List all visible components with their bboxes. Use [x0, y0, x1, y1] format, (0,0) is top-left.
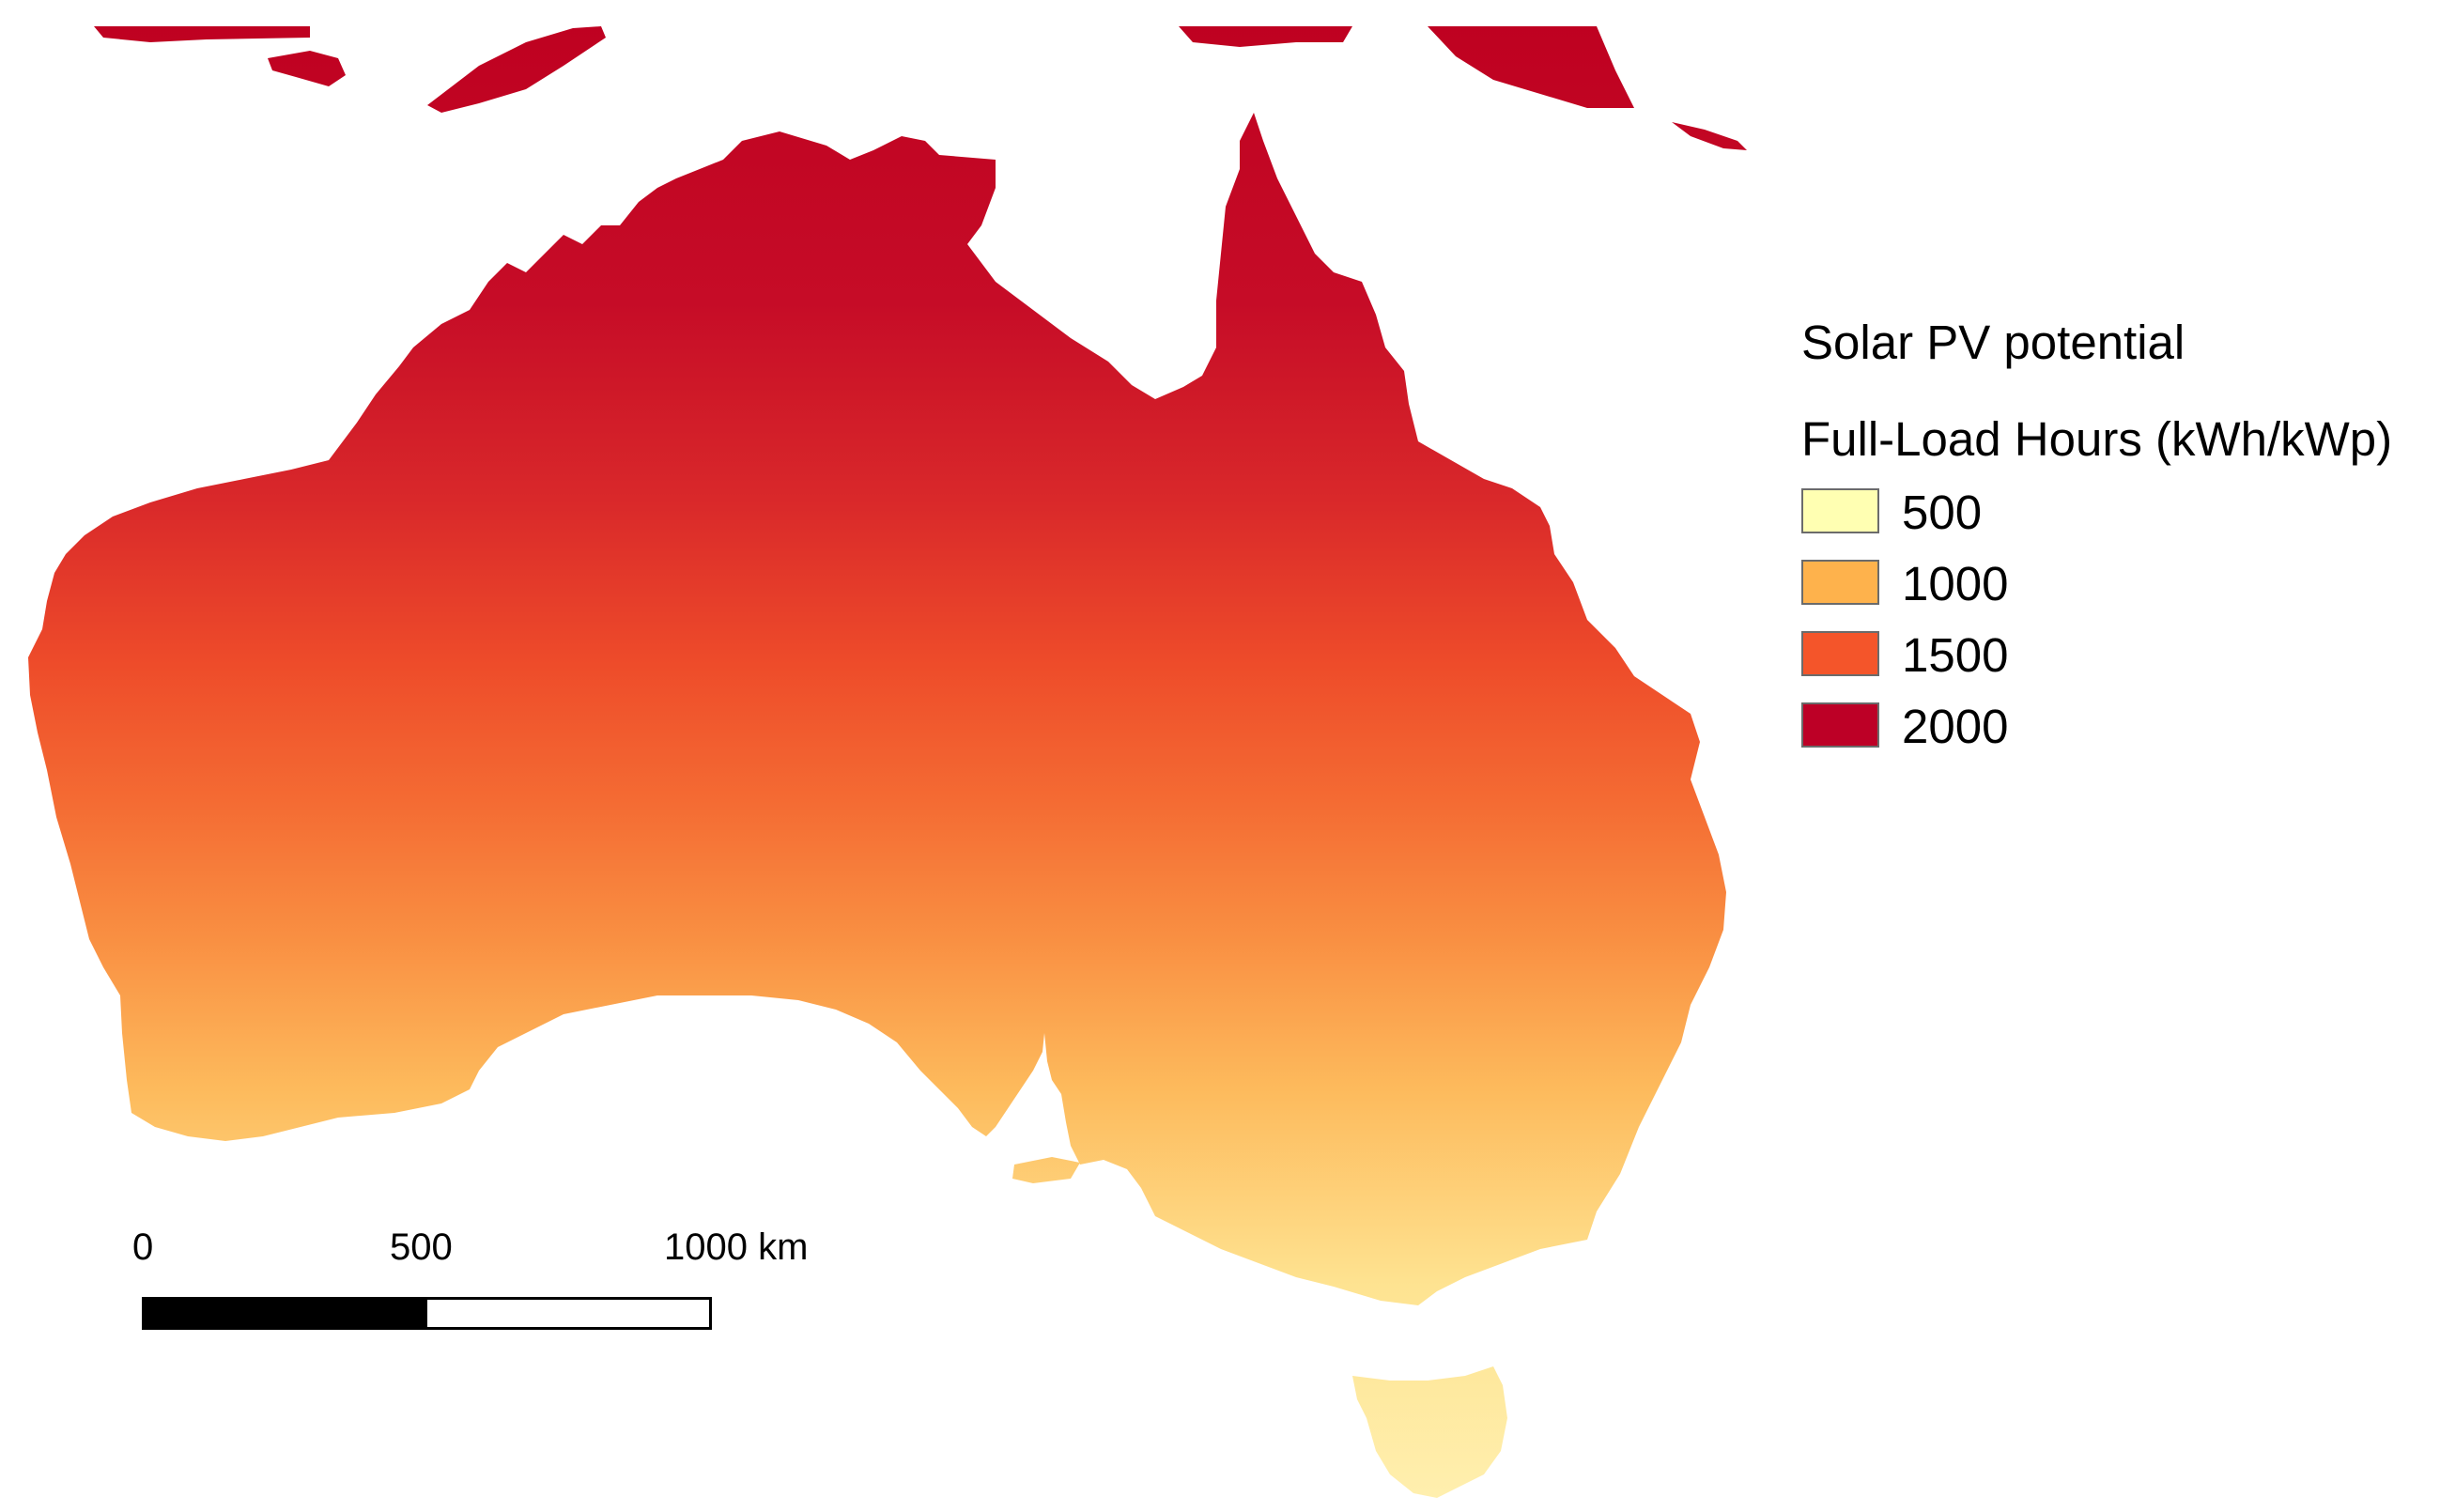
australia-mainland	[28, 113, 1726, 1305]
legend-label-500: 500	[1902, 486, 1983, 539]
island-timor-west	[94, 26, 310, 42]
legend-label-1500: 1500	[1902, 628, 2009, 682]
legend-swatch-1500	[1801, 631, 1879, 676]
scale-bar-segment-white	[426, 1300, 709, 1327]
kangaroo-island	[1012, 1157, 1080, 1183]
island-new-guinea-east	[1428, 26, 1634, 108]
legend-label-2000: 2000	[1902, 700, 2009, 753]
island-solomon	[1672, 122, 1747, 150]
legend-title: Solar PV potential	[1801, 316, 2185, 369]
scale-label-500: 500	[390, 1227, 453, 1268]
island-new-guinea-west	[1179, 26, 1352, 47]
legend-swatch-2000	[1801, 702, 1879, 748]
scale-bar-segment-black	[145, 1300, 427, 1327]
island-timor	[427, 26, 606, 113]
legend-swatch-1000	[1801, 560, 1879, 605]
island-sumba	[268, 51, 346, 86]
legend-label-1000: 1000	[1902, 557, 2009, 610]
tasmania	[1352, 1366, 1507, 1498]
legend-subtitle: Full-Load Hours (kWh/kWp)	[1801, 412, 2393, 466]
scale-label-0: 0	[132, 1227, 154, 1268]
scale-label-1000: 1000 km	[664, 1227, 809, 1268]
legend-swatch-500	[1801, 488, 1879, 533]
scale-bar	[142, 1297, 712, 1330]
